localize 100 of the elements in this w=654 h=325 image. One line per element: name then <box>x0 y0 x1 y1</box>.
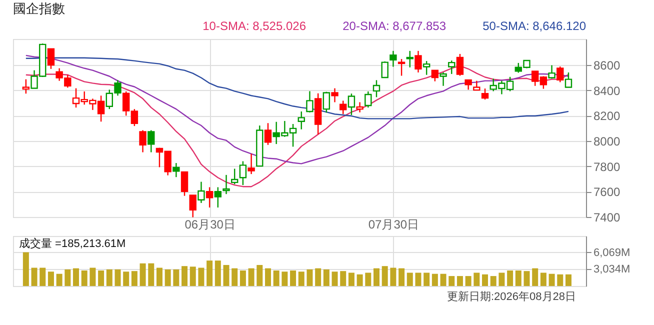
candlestick <box>481 88 489 100</box>
candlestick <box>372 80 380 98</box>
bar <box>565 274 572 286</box>
candlestick <box>180 171 188 196</box>
bar <box>515 270 522 286</box>
bar <box>56 274 62 286</box>
candlestick <box>473 80 480 91</box>
bar <box>40 268 46 286</box>
y-tick-label: 8200 <box>594 109 621 124</box>
bar <box>348 272 354 286</box>
bar <box>264 268 271 286</box>
bar <box>482 274 488 286</box>
candlestick <box>264 122 272 146</box>
bar <box>315 268 322 286</box>
bar <box>73 268 80 286</box>
candlestick <box>239 160 247 186</box>
bar <box>273 270 280 286</box>
candlestick <box>298 110 305 130</box>
candlestick <box>390 50 397 68</box>
bar <box>106 269 112 286</box>
candlestick <box>331 88 338 103</box>
candlestick <box>214 186 222 208</box>
candlestick <box>47 48 55 70</box>
candlestick <box>464 79 472 90</box>
bar <box>356 274 363 286</box>
bar <box>524 271 530 286</box>
text: 50-SMA: 8,646.120 <box>482 19 586 33</box>
candlestick <box>322 91 330 114</box>
candlestick <box>556 66 564 83</box>
candlestick <box>448 60 456 75</box>
bar <box>365 272 372 286</box>
bar <box>123 272 130 286</box>
bar <box>374 268 380 286</box>
candlestick <box>231 168 238 185</box>
bar <box>557 274 564 286</box>
bar <box>323 269 330 286</box>
bar <box>548 274 555 286</box>
bar <box>114 269 121 286</box>
bar <box>64 269 71 286</box>
candlestick <box>189 194 196 218</box>
candlestick <box>440 72 447 86</box>
y-tick-label: 7600 <box>594 185 621 200</box>
bar <box>31 268 38 286</box>
candlestick <box>406 50 414 68</box>
annotation: 成交量 =185,213.61M <box>19 237 126 250</box>
bar <box>498 272 505 286</box>
bar <box>282 272 288 286</box>
bar <box>173 269 180 286</box>
bar <box>415 272 422 286</box>
y-tick-label: 8600 <box>594 58 621 72</box>
bar <box>223 264 230 286</box>
bar <box>190 266 196 286</box>
bar <box>406 272 413 286</box>
candlestick <box>340 100 347 115</box>
y-tick-label: 8400 <box>594 84 621 98</box>
bar <box>156 268 162 286</box>
bar <box>507 270 514 286</box>
bar <box>206 260 213 286</box>
bar <box>164 269 171 286</box>
chart-title: 國企指數 <box>13 1 65 16</box>
bar <box>182 266 188 286</box>
candlestick <box>364 90 372 108</box>
bar <box>390 268 396 286</box>
bar <box>131 271 138 286</box>
bar <box>340 271 346 286</box>
bar <box>490 276 496 286</box>
bar <box>532 268 538 286</box>
bar <box>424 272 430 286</box>
bar <box>98 270 104 286</box>
bar <box>48 272 54 286</box>
y-tick-label: 3,034M <box>594 264 630 276</box>
bar <box>140 263 146 286</box>
bar <box>214 260 221 286</box>
bar <box>240 270 246 286</box>
candlestick <box>548 64 556 80</box>
bar <box>198 268 204 286</box>
candlestick <box>248 153 255 175</box>
y-tick-label: 7800 <box>594 160 621 174</box>
bar <box>474 272 480 286</box>
candlestick <box>139 130 146 153</box>
bar <box>306 269 313 286</box>
y-tick-label: 7400 <box>594 210 621 224</box>
bar <box>432 274 438 286</box>
bar <box>332 272 338 286</box>
x-tick-label: 07月30日 <box>368 218 420 232</box>
candlestick <box>206 186 214 208</box>
text: 更新日期:2026年08月28日 <box>447 290 576 303</box>
bar <box>448 276 455 286</box>
bar <box>465 276 472 286</box>
bar <box>290 270 296 286</box>
bar <box>398 268 405 286</box>
candlestick <box>172 162 180 178</box>
y-tick-label: 6,069M <box>594 246 630 259</box>
candlestick <box>414 50 422 74</box>
text: 20-SMA: 8,677.853 <box>342 19 446 33</box>
bar <box>256 264 263 286</box>
bar <box>440 274 446 286</box>
bar <box>22 252 29 286</box>
candlestick <box>198 181 205 204</box>
candlestick <box>564 72 572 88</box>
